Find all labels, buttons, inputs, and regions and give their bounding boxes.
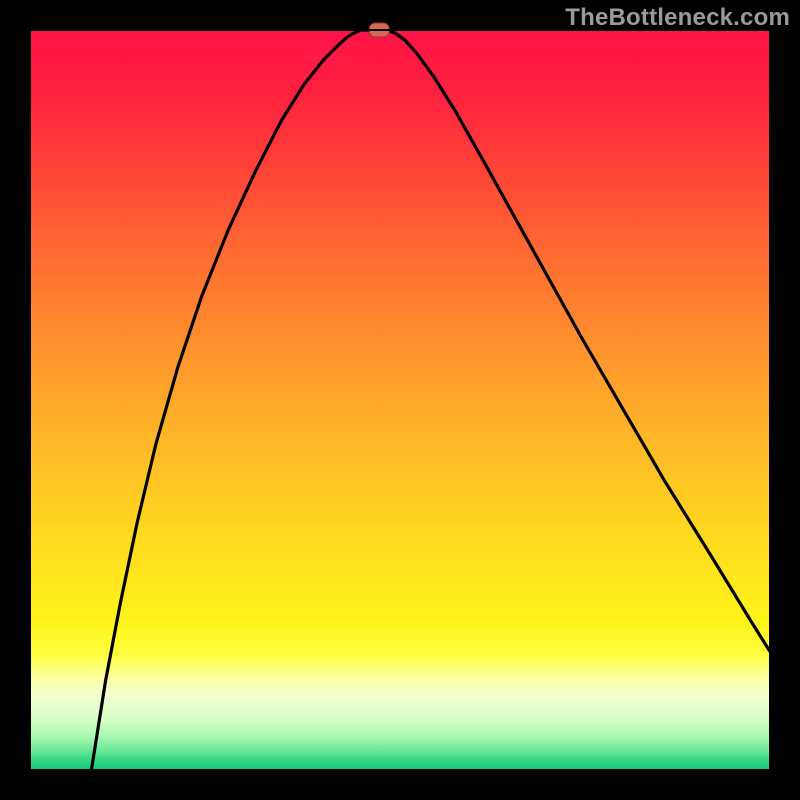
watermark-text: TheBottleneck.com <box>565 4 790 32</box>
bottleneck-chart <box>0 0 800 800</box>
chart-container: TheBottleneck.com <box>0 0 800 800</box>
plot-gradient-background <box>30 30 770 770</box>
